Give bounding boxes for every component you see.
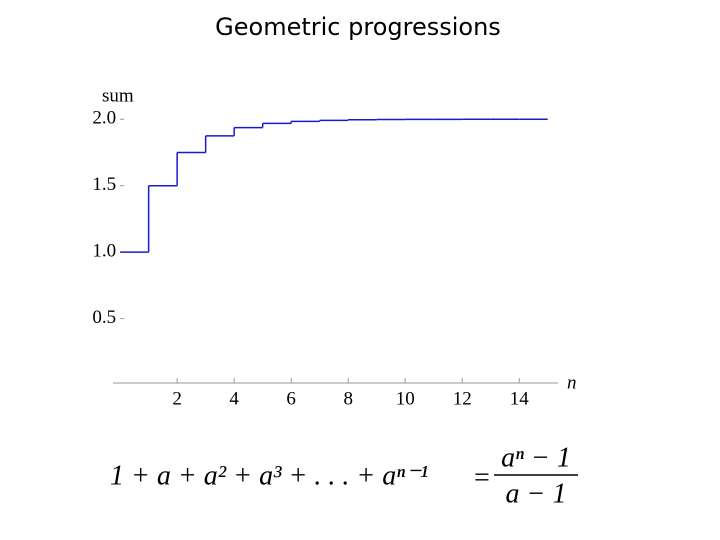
formula-denominator: a − 1 — [506, 478, 567, 509]
x-tick-label: 8 — [343, 388, 353, 409]
x-tick-label: 10 — [396, 388, 415, 409]
x-tick-label: 2 — [172, 388, 182, 409]
x-tick-label: 14 — [510, 388, 530, 409]
y-tick-label: 1.0 — [92, 241, 116, 262]
x-axis-label: n — [567, 372, 577, 393]
formula-numerator: aⁿ − 1 — [501, 442, 571, 473]
y-tick-label: 1.5 — [92, 174, 116, 195]
y-axis-label: sum — [102, 85, 134, 106]
y-tick-label: 0.5 — [92, 307, 116, 328]
x-tick-label: 6 — [286, 388, 296, 409]
chart-title: Geometric progressions — [215, 13, 501, 41]
formula-lhs: 1 + a + a² + a³ + . . . + aⁿ⁻¹ — [110, 460, 428, 491]
y-tick-label: 2.0 — [92, 108, 116, 129]
x-tick-label: 4 — [229, 388, 239, 409]
formula-equals: = — [474, 462, 490, 493]
x-tick-label: 12 — [453, 388, 472, 409]
